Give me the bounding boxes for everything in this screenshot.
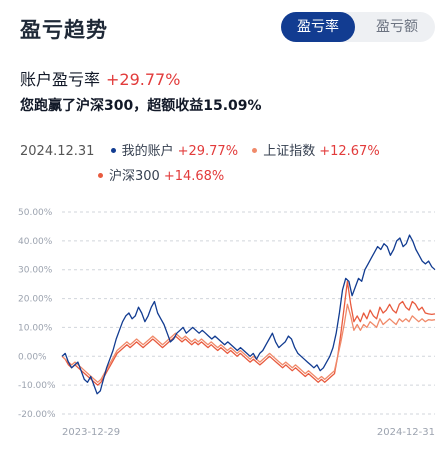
- legend-value: +29.77%: [177, 144, 239, 159]
- legend-date: 2024.12.31: [20, 144, 95, 159]
- metric-toggle: 盈亏率 盈亏额: [281, 12, 435, 42]
- account-return-line: 账户盈亏率 +29.77%: [20, 66, 180, 90]
- legend-item-csi300: 沪深300 +14.68%: [98, 169, 224, 184]
- y-tick-label: 10.00%: [18, 323, 53, 333]
- legend-dot-icon: [98, 173, 103, 178]
- y-tick-label: 0.00%: [18, 352, 47, 362]
- legend-label: 我的账户: [121, 144, 174, 159]
- legend-dot-icon: [110, 148, 116, 153]
- legend-label: 沪深300: [109, 169, 160, 184]
- y-tick-label: 50.00%: [18, 208, 53, 218]
- y-tick-label: 20.00%: [18, 295, 53, 305]
- chart-lines: [61, 234, 436, 395]
- series-line-2: [61, 280, 436, 386]
- legend-dot-icon: [252, 148, 258, 153]
- y-tick-label: 30.00%: [18, 266, 53, 276]
- legend-label: 上证指数: [263, 144, 316, 159]
- series-line-1: [61, 303, 436, 383]
- y-tick-label: 40.00%: [18, 237, 53, 247]
- trend-chart: 50.00% 40.00% 30.00% 20.00% 10.00% 0.00% -10.0…: [18, 208, 436, 438]
- excess-return-text: 您跑赢了沪深300，超额收益15.09%: [20, 98, 262, 114]
- legend-row-1: 2024.12.31 我的账户 +29.77% 上证指数 +12.67%: [20, 140, 390, 159]
- account-return-value: +29.77%: [106, 70, 181, 89]
- x-start-label: 2023-12-29: [62, 427, 120, 438]
- legend-row-2: 沪深300 +14.68%: [98, 165, 234, 184]
- legend-item-account: 我的账户 +29.77%: [110, 144, 239, 159]
- chart-grid: [62, 211, 435, 415]
- chart-y-ticks: 50.00% 40.00% 30.00% 20.00% 10.00% 0.00% -10.0…: [18, 208, 56, 420]
- y-tick-label: -10.00%: [18, 381, 56, 391]
- x-end-label: 2024-12-31: [377, 427, 435, 438]
- y-tick-label: -20.00%: [18, 410, 56, 420]
- legend-item-sse: 上证指数 +12.67%: [252, 144, 380, 159]
- legend-value: +12.67%: [319, 144, 380, 159]
- account-return-label: 账户盈亏率: [20, 70, 101, 89]
- tab-profit-amount[interactable]: 盈亏额: [376, 19, 418, 35]
- legend-value: +14.68%: [163, 169, 225, 184]
- card-title: 盈亏趋势: [20, 18, 108, 42]
- tab-profit-rate[interactable]: 盈亏率: [281, 12, 355, 42]
- series-line-0: [61, 234, 436, 395]
